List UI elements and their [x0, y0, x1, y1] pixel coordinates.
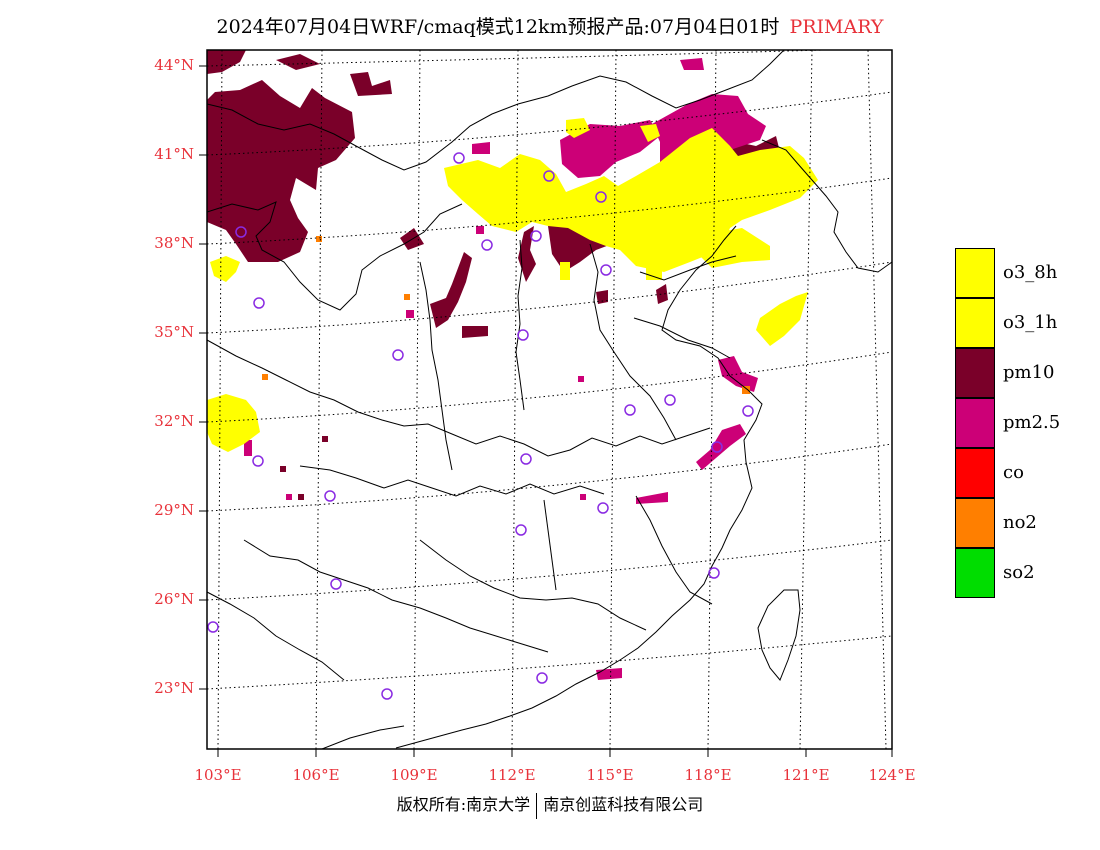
legend-swatch [955, 298, 995, 348]
legend-item: pm2.5 [955, 398, 1085, 448]
axis-ticks [199, 65, 893, 757]
lon-label-121: 121°E [782, 766, 830, 784]
legend-item: o3_1h [955, 298, 1085, 348]
copyright: 版权所有:南京大学 南京创蓝科技有限公司 [0, 791, 1100, 819]
legend-label: so2 [1003, 562, 1035, 583]
lon-label-115: 115°E [586, 766, 634, 784]
legend-label: no2 [1003, 512, 1037, 533]
copyright-owner: 版权所有:南京大学 [396, 795, 531, 814]
legend-item: pm10 [955, 348, 1085, 398]
legend-swatch [955, 498, 995, 548]
legend-item: so2 [955, 548, 1085, 598]
o3-layer [207, 118, 818, 452]
lat-label-41: 41°N [154, 145, 194, 163]
graticule [207, 50, 892, 749]
copyright-company: 南京创蓝科技有限公司 [543, 795, 704, 814]
legend-label: pm2.5 [1003, 412, 1061, 433]
lat-label-38: 38°N [154, 234, 194, 252]
legend-item: o3_8h [955, 248, 1085, 298]
lon-label-106: 106°E [292, 766, 340, 784]
legend-item: co [955, 448, 1085, 498]
legend-label: o3_1h [1003, 312, 1058, 333]
legend-swatch [955, 248, 995, 298]
lon-label-124: 124°E [868, 766, 916, 784]
lat-label-26: 26°N [154, 590, 194, 608]
legend-label: pm10 [1003, 362, 1055, 383]
lat-label-32: 32°N [154, 412, 194, 430]
station-markers [207, 152, 754, 700]
title-text: 2024年07月04日WRF/cmaq模式12km预报产品:07月04日01时 [216, 16, 780, 38]
pollutant-legend: o3_8h o3_1h pm10 pm2.5 co no2 so2 [955, 248, 1085, 598]
legend-swatch [955, 548, 995, 598]
legend-swatch [955, 448, 995, 498]
map-title: 2024年07月04日WRF/cmaq模式12km预报产品:07月04日01时 P… [0, 12, 1100, 39]
legend-label: co [1003, 462, 1024, 483]
lon-label-118: 118°E [684, 766, 732, 784]
lat-label-29: 29°N [154, 501, 194, 519]
legend-label: o3_8h [1003, 262, 1058, 283]
primary-tag: PRIMARY [789, 16, 884, 38]
lat-label-44: 44°N [154, 56, 194, 74]
copyright-divider [536, 792, 538, 819]
lat-label-35: 35°N [154, 323, 194, 341]
legend-swatch [955, 348, 995, 398]
lat-label-23: 23°N [154, 679, 194, 697]
no2-layer [262, 236, 750, 394]
lon-label-103: 103°E [194, 766, 242, 784]
legend-swatch [955, 398, 995, 448]
boundaries [207, 50, 892, 749]
map-frame [206, 49, 893, 750]
lon-label-109: 109°E [390, 766, 438, 784]
legend-item: no2 [955, 498, 1085, 548]
lon-label-112: 112°E [488, 766, 536, 784]
